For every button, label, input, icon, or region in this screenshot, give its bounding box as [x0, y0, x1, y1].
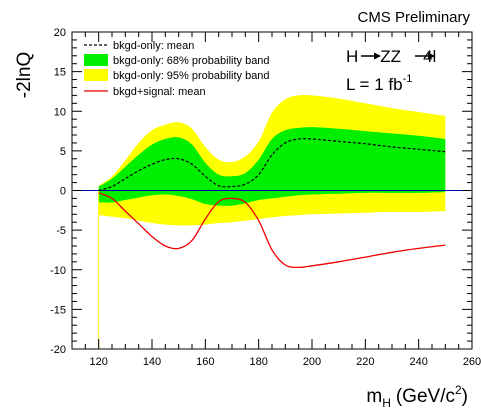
legend-label-mean: bkgd-only: mean	[113, 40, 194, 52]
tick-layer: -20 -15 -10 -5 0 5 10 15 20 120 140 160 180 200 220 240…	[50, 27, 481, 368]
line-signal-mean	[98, 192, 446, 269]
legend-label-95: bkgd-only: 95% probability band	[113, 70, 270, 82]
header-label: CMS Preliminary	[357, 9, 470, 26]
x-axis-title-unit-end: )	[462, 386, 468, 407]
arrow-icon	[361, 52, 381, 60]
x-tick-label: 160	[196, 356, 214, 368]
x-tick-label: 200	[303, 356, 321, 368]
x-tick-label: 120	[89, 356, 107, 368]
process-annotation: HZZ4l L = 1 fb-1	[346, 47, 436, 94]
line-bkgd-mean	[98, 137, 446, 192]
x-axis-title-sub: H	[382, 396, 391, 408]
x-tick-label: 140	[143, 356, 161, 368]
x-axis-title-unit: (GeV/c	[396, 386, 455, 407]
process-h: H	[346, 47, 358, 66]
legend-swatch-68	[84, 54, 108, 66]
x-axis-title: mH (GeV/c2)	[366, 383, 468, 408]
legend-swatch-95	[84, 69, 108, 81]
data-layer	[72, 94, 472, 349]
y-tick-label: 20	[54, 27, 66, 39]
x-tick-label: 240	[409, 356, 427, 368]
legend-label-68: bkgd-only: 68% probability band	[113, 55, 270, 67]
legend: bkgd-only: mean bkgd-only: 68% probabili…	[84, 40, 270, 98]
x-tick-label: 260	[463, 356, 481, 368]
arrow-icon	[415, 52, 435, 60]
y-tick-label: 15	[54, 67, 66, 79]
y-tick-label: -10	[50, 265, 66, 277]
band-68	[98, 127, 446, 206]
y-tick-label: -20	[50, 344, 66, 356]
lumi-sup: -1	[403, 73, 413, 85]
lumi-label: L = 1 fb-1	[346, 73, 412, 94]
x-axis-title-unit-sup: 2	[455, 383, 462, 397]
y-axis-title: -2lnQ	[14, 52, 35, 98]
process-zz: ZZ	[380, 47, 401, 66]
x-tick-label: 180	[249, 356, 267, 368]
x-axis-title-symbol: m	[366, 386, 382, 407]
y-tick-label: -15	[50, 304, 66, 316]
lumi-text: L = 1 fb	[346, 75, 403, 94]
x-tick-label: 220	[356, 356, 374, 368]
y-tick-label: -5	[56, 225, 66, 237]
y-tick-label: 0	[60, 186, 66, 198]
legend-label-signal: bkgd+signal: mean	[113, 86, 206, 98]
y-tick-label: 5	[60, 146, 66, 158]
y-tick-label: 10	[54, 106, 66, 118]
